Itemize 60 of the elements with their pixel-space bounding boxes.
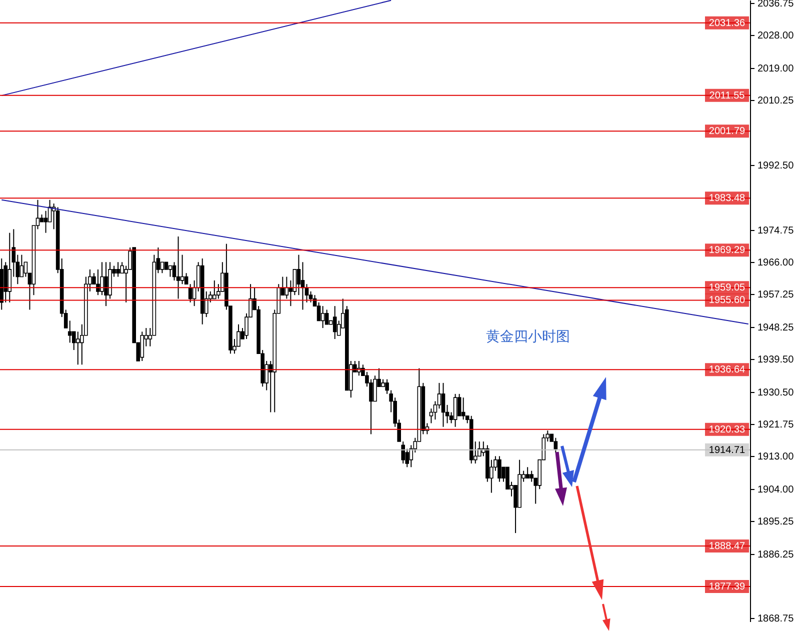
ref-line-label: 1936.64 bbox=[708, 364, 746, 376]
candlestick bbox=[76, 331, 80, 366]
candlestick bbox=[320, 306, 325, 329]
candlestick bbox=[324, 309, 329, 325]
y-tick-label: 1913.00 bbox=[758, 452, 794, 463]
candlestick bbox=[96, 268, 100, 296]
ref-line-label: 1969.29 bbox=[708, 245, 746, 256]
ref-line-label: 1920.33 bbox=[708, 424, 746, 436]
candlestick bbox=[20, 254, 24, 278]
text: 黄金四小时图 bbox=[486, 329, 570, 345]
candlestick bbox=[437, 382, 442, 410]
ref-line-label: 2001.79 bbox=[708, 126, 746, 138]
candlestick bbox=[453, 393, 458, 428]
candlestick bbox=[140, 331, 144, 362]
candlestick bbox=[68, 320, 72, 344]
candlestick bbox=[116, 262, 120, 278]
ref-line-label: 1877.39 bbox=[708, 582, 746, 593]
y-tick-label: 2010.25 bbox=[758, 96, 794, 107]
y-tick-label: 1974.75 bbox=[758, 226, 794, 237]
y-tick-label: 2036.75 bbox=[758, 0, 794, 10]
ref-line-label: 1888.47 bbox=[708, 540, 746, 552]
candlestick bbox=[526, 466, 530, 479]
candlestick bbox=[212, 280, 216, 300]
candlestick bbox=[441, 382, 446, 428]
candlestick bbox=[457, 393, 462, 416]
ref-line-label: 2031.36 bbox=[708, 18, 746, 29]
candlestick bbox=[176, 236, 180, 300]
y-tick-label: 2019.00 bbox=[758, 64, 794, 75]
candlestick bbox=[498, 456, 502, 482]
y-tick-label: 1957.25 bbox=[758, 290, 794, 301]
candlestick bbox=[308, 290, 313, 303]
candlestick bbox=[180, 254, 184, 285]
candlestick bbox=[168, 265, 172, 278]
y-tick-label: 1921.75 bbox=[758, 420, 794, 431]
candlestick bbox=[160, 262, 164, 274]
candlestick bbox=[104, 262, 108, 307]
candlestick bbox=[332, 306, 337, 340]
ref-line-label: 1983.48 bbox=[708, 193, 746, 204]
y-tick-label: 1868.75 bbox=[758, 614, 794, 625]
ref-line-label: 1914.71 bbox=[708, 444, 746, 456]
y-tick-label: 1966.00 bbox=[758, 258, 794, 269]
y-tick-label: 1895.25 bbox=[758, 516, 794, 528]
y-tick-label: 1886.25 bbox=[758, 550, 794, 561]
y-tick-label: 2028.00 bbox=[758, 30, 794, 42]
candlestick bbox=[172, 262, 176, 281]
ref-line-label: 2011.55 bbox=[709, 90, 746, 102]
y-tick-label: 1930.50 bbox=[758, 388, 794, 399]
candlestick bbox=[461, 397, 466, 420]
y-tick-label: 1904.00 bbox=[758, 484, 794, 496]
ref-line-label: 1955.60 bbox=[708, 295, 746, 306]
candlestick bbox=[8, 232, 12, 303]
y-tick-label: 1992.50 bbox=[758, 160, 794, 172]
ref-line-label: 1959.05 bbox=[708, 282, 746, 294]
candlestick bbox=[530, 470, 534, 482]
candlestick bbox=[100, 262, 104, 296]
candlestick bbox=[554, 437, 558, 453]
candlestick bbox=[316, 302, 321, 322]
y-tick-label: 1939.50 bbox=[758, 354, 794, 366]
y-tick-label: 1948.25 bbox=[758, 322, 794, 334]
candlestick bbox=[44, 210, 48, 234]
